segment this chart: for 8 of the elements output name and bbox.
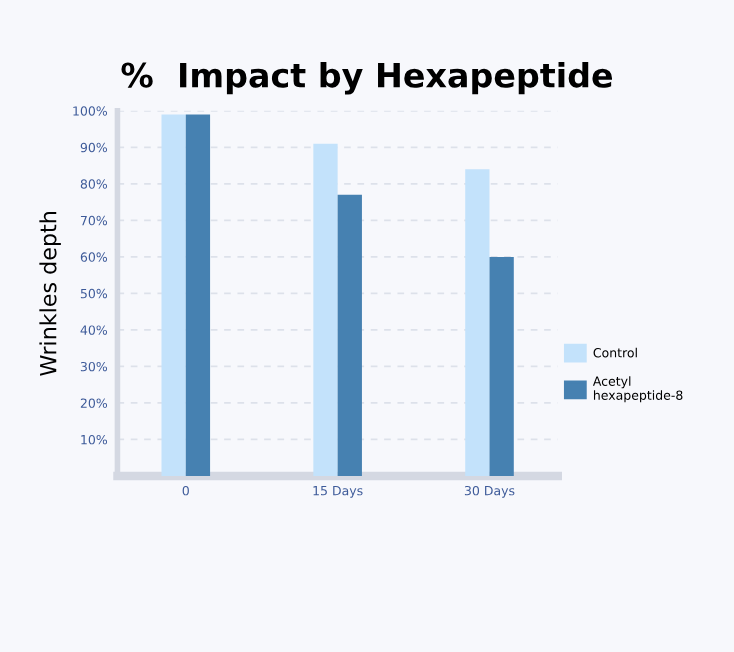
bar [337,194,362,476]
y-axis-title: Wrinkles depth [39,212,61,376]
bar [185,114,211,476]
bar [489,256,514,476]
chart-title: % Impact by Hexapeptide [121,61,613,95]
bar [465,169,490,476]
bar [313,143,338,476]
bar [161,114,186,476]
